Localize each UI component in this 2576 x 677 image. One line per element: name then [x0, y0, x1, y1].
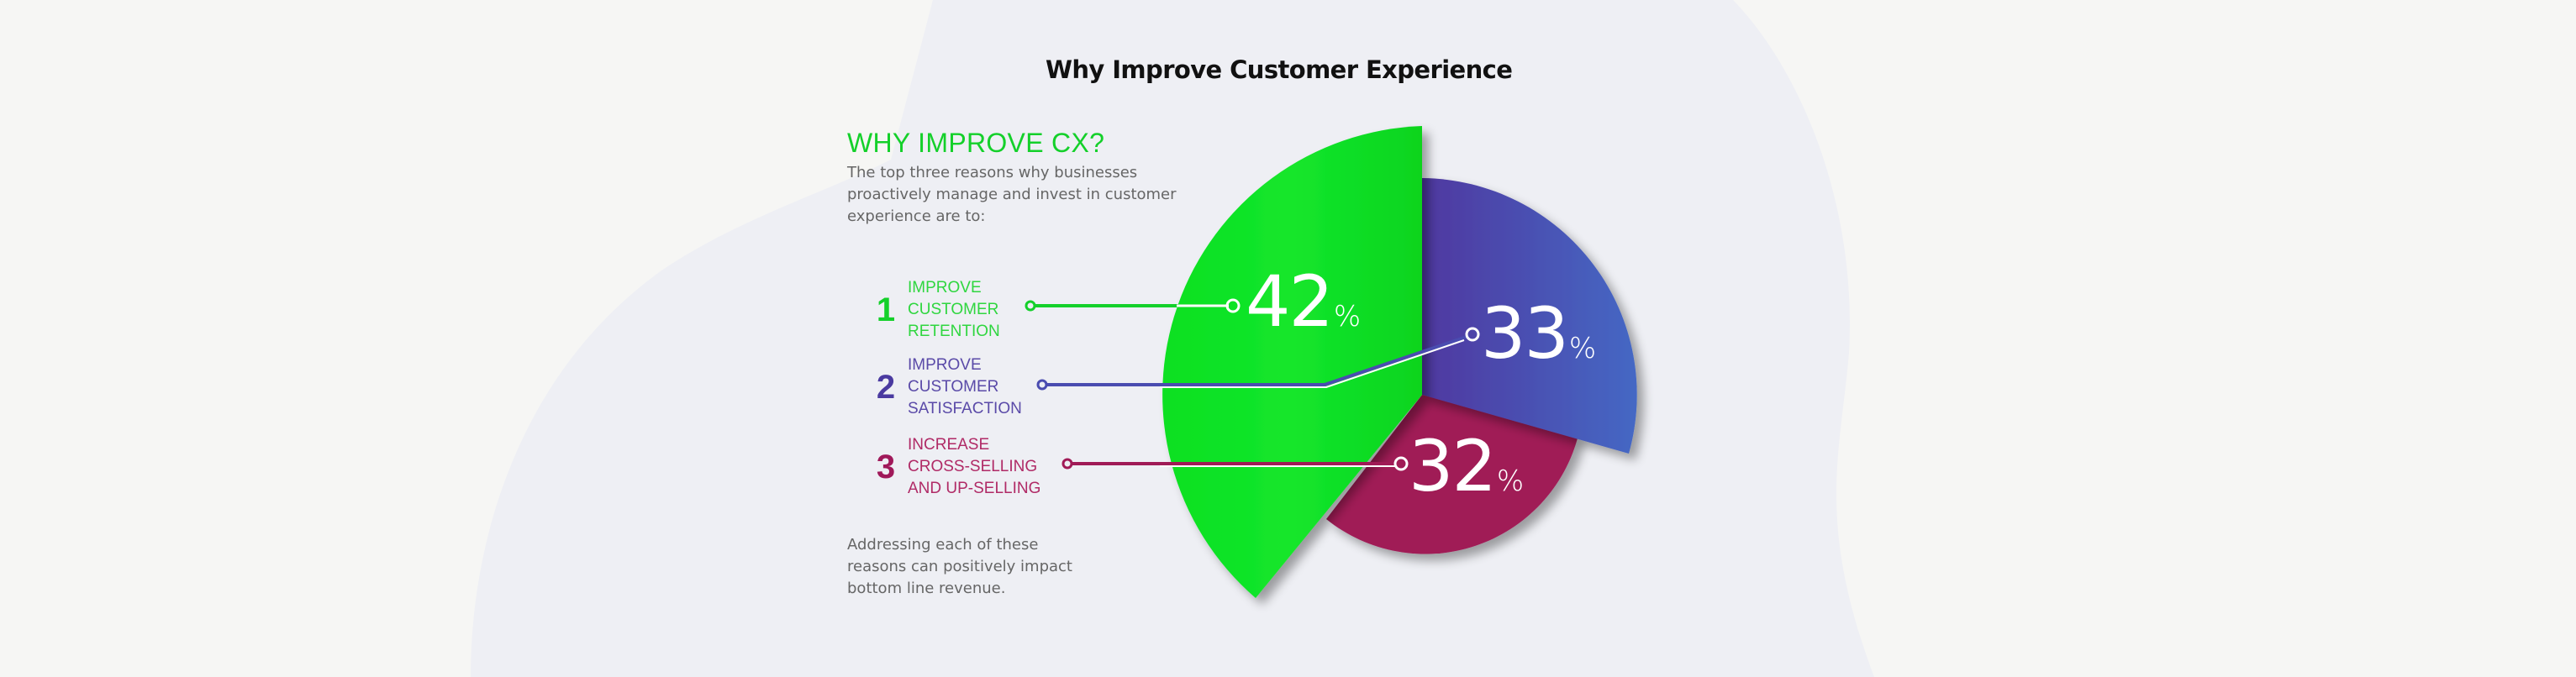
section-heading: WHY IMPROVE CX?	[847, 128, 1105, 158]
reason-label: INCREASE CROSS-SELLING AND UP-SELLING	[908, 436, 1041, 497]
reason-label: IMPROVE CUSTOMER RETENTION	[908, 279, 1000, 340]
intro-panel: WHY IMPROVE CX? The top three reasons wh…	[847, 128, 1200, 228]
value-label-42: 42%	[1246, 260, 1362, 343]
slice-magenta	[1326, 395, 1578, 554]
reason-number: 2	[876, 368, 896, 406]
value-label-33: 33%	[1481, 292, 1597, 375]
outro-text: Addressing each of these reasons can pos…	[847, 536, 1072, 597]
reason-number: 1	[876, 291, 896, 328]
reason-number: 3	[876, 448, 896, 485]
value-label-32: 32%	[1409, 425, 1525, 507]
page-title: Why Improve Customer Experience	[1046, 55, 1513, 84]
reason-item-3: 3 INCREASE CROSS-SELLING AND UP-SELLING	[869, 434, 1041, 500]
reason-item-1: 1 IMPROVE CUSTOMER RETENTION	[869, 277, 1000, 343]
reason-label: IMPROVE CUSTOMER SATISFACTION	[908, 356, 1022, 417]
reason-item-2: 2 IMPROVE CUSTOMER SATISFACTION	[869, 354, 1022, 420]
slice-green	[1162, 126, 1422, 598]
intro-text: The top three reasons why businesses pro…	[847, 164, 1177, 225]
slice-purple	[1422, 178, 1637, 454]
